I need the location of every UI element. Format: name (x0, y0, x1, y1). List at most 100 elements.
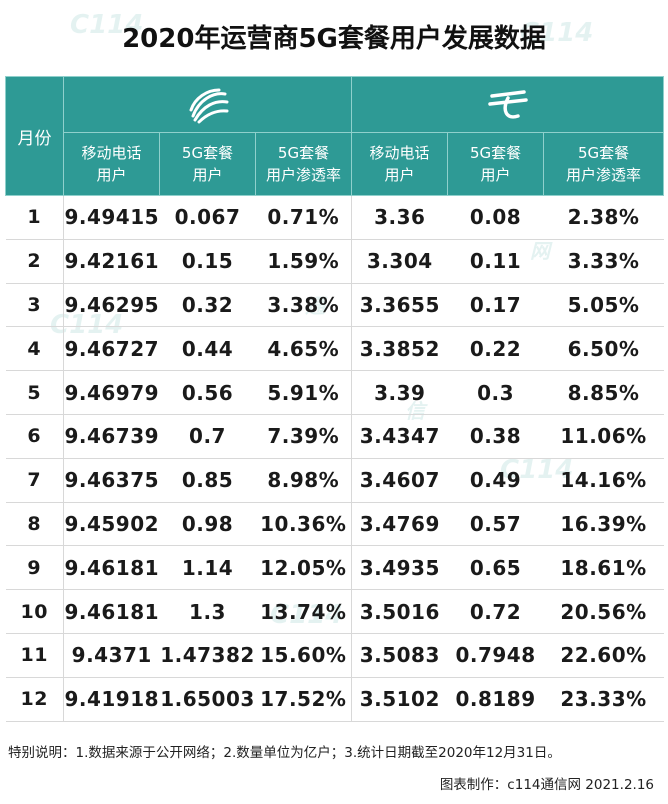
mobile-5g-rate-cell: 8.98% (255, 457, 353, 503)
telecom-5g-rate-cell: 16.39% (543, 501, 664, 547)
telecom-users-cell: 3.39 (351, 370, 448, 415)
month-cell: 10 (5, 589, 64, 634)
col-header-mobile-5g-rate: 5G套餐 用户渗透率 (254, 132, 353, 196)
month-cell: 11 (5, 632, 64, 678)
mobile-5g-rate-cell: 13.74% (255, 589, 353, 634)
mobile-5g-users-cell: 1.3 (159, 589, 256, 634)
table-row: 2 9.42161 0.15 1.59% 3.304 0.11 3.33% (5, 238, 664, 284)
month-cell: 7 (5, 457, 64, 503)
col-header-mobile-users: 移动电话 用户 (63, 132, 160, 196)
mobile-users-cell: 9.45902 (63, 501, 160, 547)
mobile-5g-users-cell: 0.98 (159, 501, 256, 547)
footnote: 特别说明：1.数据来源于公开网络；2.数量单位为亿户；3.统计日期截至2020年… (8, 745, 561, 761)
telecom-5g-rate-cell: 3.33% (543, 238, 664, 284)
telecom-5g-users-cell: 0.57 (447, 501, 544, 547)
china-mobile-logo (189, 88, 229, 123)
telecom-5g-rate-cell: 14.16% (543, 457, 664, 503)
telecom-5g-rate-cell: 8.85% (543, 370, 664, 415)
col-header-telecom-5g-rate: 5G套餐 用户渗透率 (543, 132, 665, 196)
month-cell: 9 (5, 545, 64, 591)
month-cell: 5 (5, 370, 64, 415)
telecom-5g-users-cell: 0.72 (447, 589, 544, 634)
telecom-5g-users-cell: 0.65 (447, 545, 544, 591)
month-cell: 12 (5, 676, 64, 722)
table-row: 6 9.46739 0.7 7.39% 3.4347 0.38 11.06% (5, 413, 664, 459)
col-header-mobile-5g-users: 5G套餐 用户 (159, 132, 256, 196)
month-cell: 1 (5, 195, 64, 240)
telecom-5g-rate-cell: 20.56% (543, 589, 664, 634)
mobile-users-cell: 9.46295 (63, 282, 160, 328)
mobile-5g-rate-cell: 3.38% (255, 282, 353, 328)
china-mobile-header (62, 76, 353, 133)
mobile-5g-users-cell: 0.32 (159, 282, 256, 328)
mobile-users-cell: 9.46375 (63, 457, 160, 503)
table-row: 4 9.46727 0.44 4.65% 3.3852 0.22 6.50% (5, 326, 664, 372)
mobile-5g-users-cell: 0.85 (159, 457, 256, 503)
china-telecom-logo (487, 89, 528, 119)
mobile-5g-rate-cell: 10.36% (255, 501, 353, 547)
month-cell: 4 (5, 326, 64, 372)
month-header: 月份 (5, 76, 64, 196)
telecom-5g-rate-cell: 6.50% (543, 326, 664, 372)
mobile-users-cell: 9.46979 (63, 370, 160, 415)
mobile-users-cell: 9.49415 (63, 195, 160, 240)
mobile-users-cell: 9.4371 (63, 632, 160, 678)
page-title: 2020年运营商5G套餐用户发展数据 (122, 24, 546, 54)
telecom-users-cell: 3.3852 (351, 326, 448, 372)
table-row: 1 9.49415 0.067 0.71% 3.36 0.08 2.38% (5, 195, 664, 240)
mobile-5g-rate-cell: 15.60% (255, 632, 353, 678)
mobile-users-cell: 9.46739 (63, 413, 160, 459)
table-row: 10 9.46181 1.3 13.74% 3.5016 0.72 20.56% (5, 589, 664, 634)
telecom-users-cell: 3.4607 (351, 457, 448, 503)
telecom-users-cell: 3.3655 (351, 282, 448, 328)
telecom-users-cell: 3.4935 (351, 545, 448, 591)
mobile-5g-users-cell: 0.067 (159, 195, 256, 240)
telecom-5g-users-cell: 0.08 (447, 195, 544, 240)
mobile-users-cell: 9.46181 (63, 545, 160, 591)
table-body: 1 9.49415 0.067 0.71% 3.36 0.08 2.38% 2 9.42161 0… (5, 195, 664, 722)
mobile-5g-users-cell: 0.56 (159, 370, 256, 415)
telecom-5g-users-cell: 0.17 (447, 282, 544, 328)
telecom-users-cell: 3.304 (351, 238, 448, 284)
table-row: 12 9.41918 1.65003 17.52% 3.5102 0.8189 23.33% (5, 676, 664, 722)
mobile-5g-users-cell: 1.14 (159, 545, 256, 591)
mobile-5g-rate-cell: 7.39% (255, 413, 353, 459)
mobile-5g-rate-cell: 4.65% (255, 326, 353, 372)
col-header-telecom-users: 移动电话 用户 (351, 132, 449, 196)
telecom-users-cell: 3.5102 (351, 676, 448, 722)
mobile-5g-rate-cell: 17.52% (255, 676, 353, 722)
telecom-5g-users-cell: 0.8189 (447, 676, 544, 722)
table-row: 11 9.4371 1.47382 15.60% 3.5083 0.7948 22.60% (5, 632, 664, 678)
month-cell: 8 (5, 501, 64, 547)
mobile-5g-users-cell: 0.7 (159, 413, 256, 459)
table-row: 3 9.46295 0.32 3.38% 3.3655 0.17 5.05% (5, 282, 664, 328)
mobile-5g-rate-cell: 0.71% (255, 195, 353, 240)
telecom-users-cell: 3.5016 (351, 589, 448, 634)
table-row: 9 9.46181 1.14 12.05% 3.4935 0.65 18.61% (5, 545, 664, 591)
mobile-5g-rate-cell: 5.91% (255, 370, 353, 415)
mobile-5g-rate-cell: 12.05% (255, 545, 353, 591)
table-row: 7 9.46375 0.85 8.98% 3.4607 0.49 14.16% (5, 457, 664, 503)
table-row: 8 9.45902 0.98 10.36% 3.4769 0.57 16.39% (5, 501, 664, 547)
month-cell: 3 (5, 282, 64, 328)
month-cell: 2 (5, 238, 64, 284)
mobile-users-cell: 9.46181 (63, 589, 160, 634)
telecom-5g-rate-cell: 22.60% (543, 632, 664, 678)
telecom-5g-users-cell: 0.38 (447, 413, 544, 459)
credit: 图表制作：c114通信网 2021.2.16 (439, 777, 654, 793)
china-telecom-header (351, 76, 665, 133)
telecom-5g-rate-cell: 18.61% (543, 545, 664, 591)
mobile-5g-users-cell: 1.65003 (159, 676, 256, 722)
telecom-users-cell: 3.36 (351, 195, 448, 240)
telecom-5g-rate-cell: 23.33% (543, 676, 664, 722)
table-row: 5 9.46979 0.56 5.91% 3.39 0.3 8.85% (5, 370, 664, 415)
data-table: 月份 (5, 76, 665, 722)
telecom-5g-users-cell: 0.7948 (447, 632, 544, 678)
mobile-5g-rate-cell: 1.59% (255, 238, 353, 284)
telecom-users-cell: 3.4347 (351, 413, 448, 459)
month-cell: 6 (5, 413, 64, 459)
mobile-users-cell: 9.41918 (63, 676, 160, 722)
mobile-5g-users-cell: 0.44 (159, 326, 256, 372)
telecom-5g-users-cell: 0.22 (447, 326, 544, 372)
mobile-users-cell: 9.42161 (63, 238, 160, 284)
